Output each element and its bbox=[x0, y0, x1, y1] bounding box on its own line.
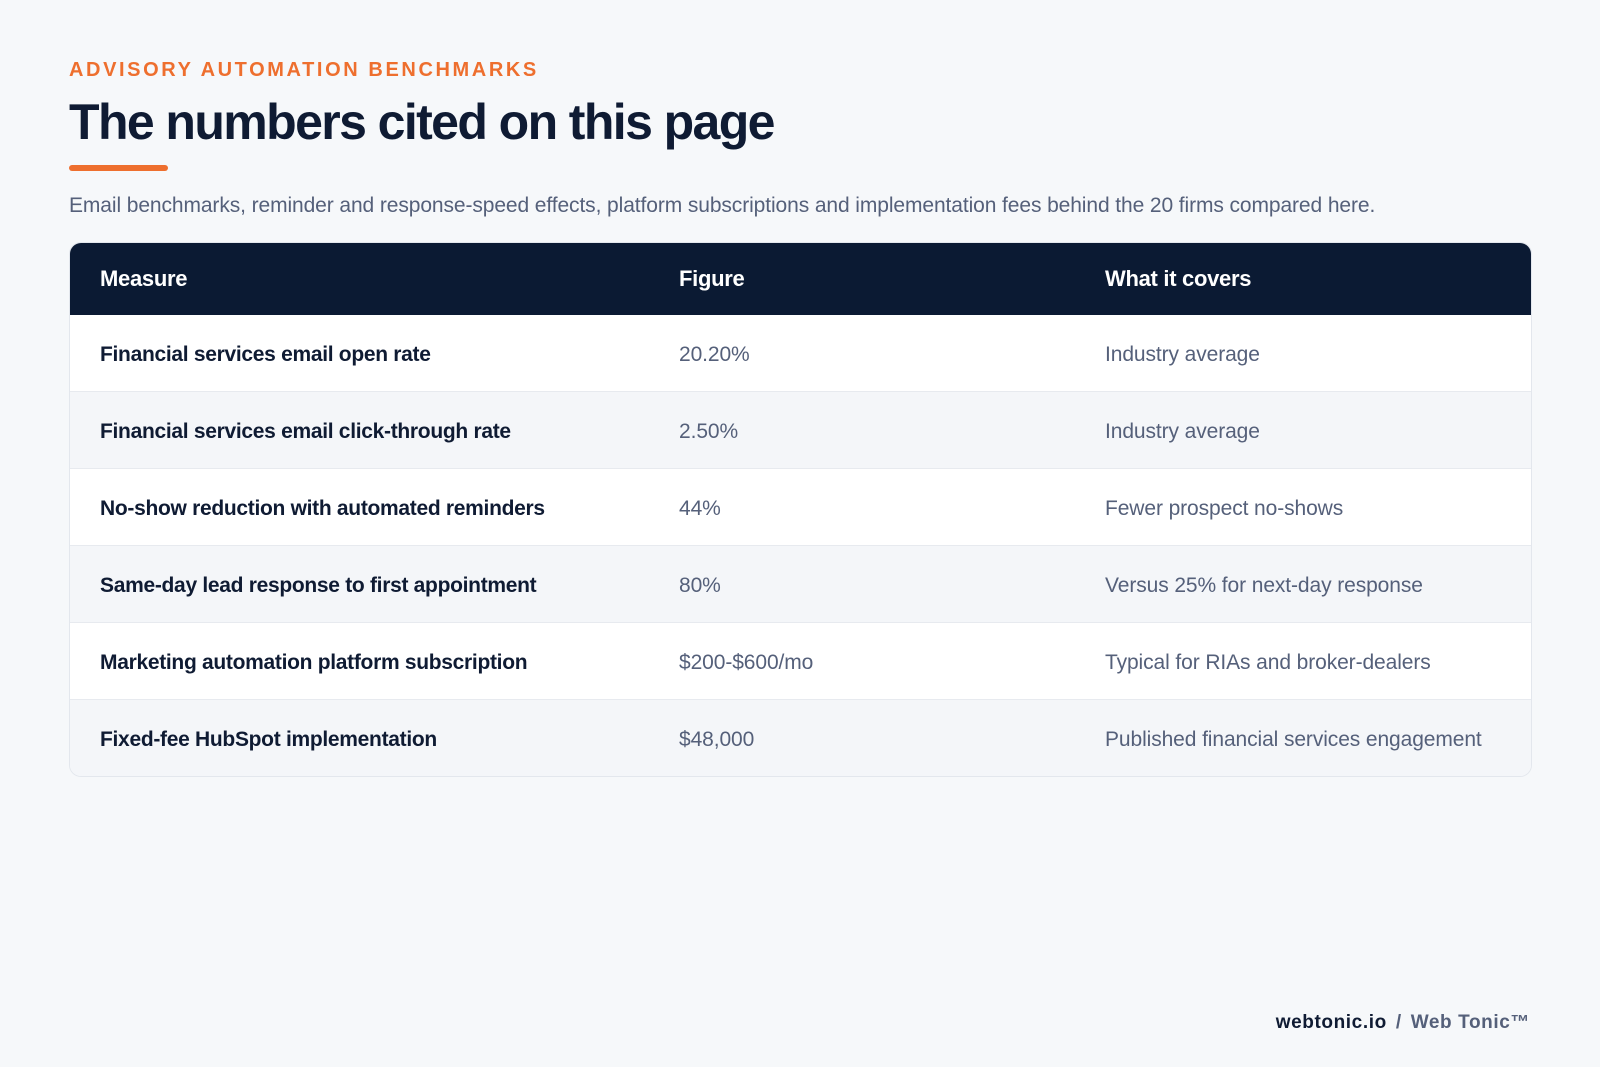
figure-cell: 20.20% bbox=[679, 343, 750, 366]
covers-cell: Versus 25% for next-day response bbox=[1105, 574, 1423, 597]
figure-cell: 80% bbox=[679, 574, 721, 597]
measure-cell: No-show reduction with automated reminde… bbox=[100, 497, 545, 520]
eyebrow-label: ADVISORY AUTOMATION BENCHMARKS bbox=[69, 59, 539, 81]
figure-cell: $200-$600/mo bbox=[679, 651, 814, 674]
covers-cell: Typical for RIAs and broker-dealers bbox=[1105, 651, 1431, 674]
figure-cell: $48,000 bbox=[679, 728, 755, 751]
footer-separator: / bbox=[1395, 1012, 1402, 1033]
covers-cell: Industry average bbox=[1105, 343, 1260, 366]
benchmarks-table: Measure Figure What it covers Financial … bbox=[69, 242, 1532, 777]
column-header-figure: Figure bbox=[679, 266, 745, 291]
page-subtitle: Email benchmarks, reminder and response-… bbox=[69, 194, 1376, 217]
covers-cell: Published financial services engagement bbox=[1105, 728, 1482, 751]
content: ADVISORY AUTOMATION BENCHMARKS The numbe… bbox=[69, 58, 1532, 777]
figure-cell: 44% bbox=[679, 497, 721, 520]
table-body: Financial services email open rate 20.20… bbox=[70, 315, 1531, 776]
title-accent-bar bbox=[69, 165, 168, 171]
footer-credit: webtonic.io / Web Tonic™ bbox=[1276, 1012, 1530, 1034]
measure-cell: Financial services email open rate bbox=[100, 343, 431, 366]
table-row: Fixed-fee HubSpot implementation $48,000… bbox=[70, 699, 1531, 776]
column-header-measure: Measure bbox=[100, 266, 188, 291]
table-header: Measure Figure What it covers bbox=[70, 243, 1531, 315]
figure-cell: 2.50% bbox=[679, 420, 739, 443]
measure-cell: Marketing automation platform subscripti… bbox=[100, 651, 528, 674]
measure-cell: Same-day lead response to first appointm… bbox=[100, 574, 537, 597]
footer-brand: Web Tonic™ bbox=[1410, 1012, 1530, 1033]
table-row: No-show reduction with automated reminde… bbox=[70, 468, 1531, 545]
covers-cell: Industry average bbox=[1105, 420, 1260, 443]
table-row: Financial services email open rate 20.20… bbox=[70, 315, 1531, 391]
table-row: Marketing automation platform subscripti… bbox=[70, 622, 1531, 699]
column-header-covers: What it covers bbox=[1105, 266, 1252, 291]
footer-domain: webtonic.io bbox=[1275, 1012, 1387, 1033]
page-title: The numbers cited on this page bbox=[69, 94, 775, 150]
measure-cell: Financial services email click-through r… bbox=[100, 420, 511, 443]
table-row: Financial services email click-through r… bbox=[70, 391, 1531, 468]
table-row: Same-day lead response to first appointm… bbox=[70, 545, 1531, 622]
measure-cell: Fixed-fee HubSpot implementation bbox=[100, 728, 437, 751]
covers-cell: Fewer prospect no-shows bbox=[1105, 497, 1344, 520]
